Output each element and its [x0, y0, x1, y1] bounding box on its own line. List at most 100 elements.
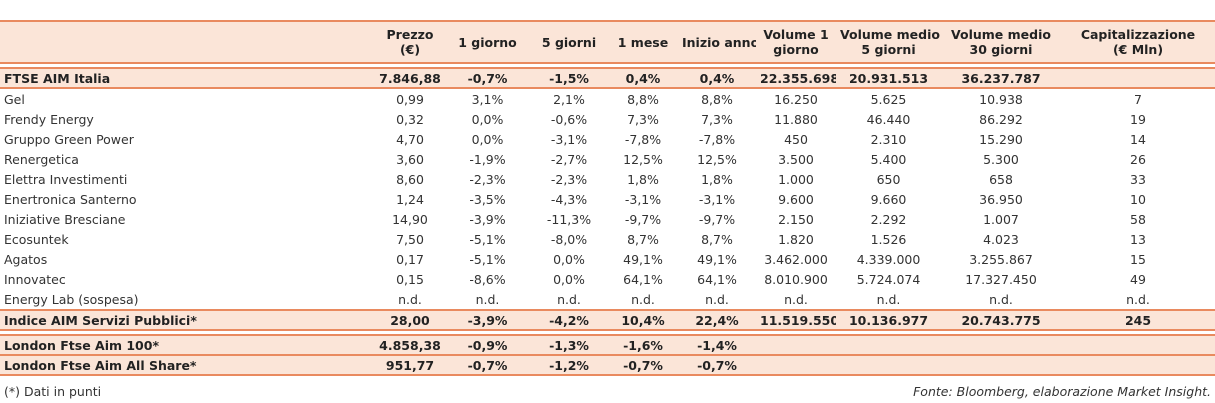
- cell-value: 1,8%: [701, 171, 733, 187]
- cell-value: 5.300: [983, 151, 1019, 167]
- cell-value: 12,5%: [697, 151, 737, 167]
- header-row: Prezzo (€) 1 giorno 5 giorni 1 mese Inizio an…: [0, 20, 1215, 64]
- cell-value: -0,7%: [445, 354, 530, 376]
- cell-value: 13: [1130, 231, 1146, 247]
- cell-value: 8,60: [396, 171, 424, 187]
- cell-value: -1,6%: [608, 334, 678, 355]
- cell-value: 58: [1130, 211, 1146, 227]
- cell-value: 8,8%: [701, 91, 733, 107]
- cell-value: 9.600: [778, 191, 814, 207]
- row-label: Agatos: [4, 251, 48, 267]
- cell-value: n.d.: [876, 291, 901, 307]
- cell-value: n.d.: [398, 291, 422, 307]
- table-row: Innovatec 0,15 -8,6% 0,0% 64,1% 64,1% 8.010.90…: [0, 269, 1215, 289]
- cell-value: 8.010.900: [764, 271, 828, 287]
- row-label: Ecosuntek: [4, 231, 69, 247]
- cell-value: 28,00: [375, 309, 445, 331]
- cell-value: 1.000: [778, 171, 814, 187]
- cell-value: 36.237.787: [941, 67, 1061, 89]
- row-label: Gruppo Green Power: [4, 131, 134, 147]
- cell-value: n.d.: [1126, 291, 1150, 307]
- cell-value: 0,17: [396, 251, 424, 267]
- cell-value: 0,0%: [553, 271, 585, 287]
- cell-value: 0,0%: [553, 251, 585, 267]
- cell-value: 20.931.513: [836, 67, 941, 89]
- cell-value: 19: [1130, 111, 1146, 127]
- cell-value: -1,2%: [530, 354, 608, 376]
- cell-value: 22,4%: [678, 309, 756, 331]
- cell-value: 7,3%: [701, 111, 733, 127]
- cell-value: 2.292: [870, 211, 907, 227]
- row-label: Innovatec: [4, 271, 66, 287]
- cell-value: 14,90: [392, 211, 428, 227]
- cell-value: 9.660: [870, 191, 907, 207]
- cell-value: 0,15: [396, 271, 424, 287]
- cell-value: 658: [989, 171, 1013, 187]
- row-spacer: [0, 330, 1215, 335]
- row-label: Iniziative Bresciane: [4, 211, 126, 227]
- cell-value: [1061, 334, 1215, 355]
- row-label: London Ftse Aim 100*: [0, 334, 375, 355]
- cell-value: 14: [1130, 131, 1146, 147]
- cell-value: 22.355.698: [756, 67, 836, 89]
- row-label: Frendy Energy: [4, 111, 94, 127]
- cell-value: 3,60: [396, 151, 424, 167]
- cell-value: [941, 334, 1061, 355]
- cell-value: -8,6%: [469, 271, 506, 287]
- cell-value: [756, 334, 836, 355]
- cell-value: -4,2%: [530, 309, 608, 331]
- cell-value: -3,1%: [698, 191, 736, 207]
- row-label: Indice AIM Servizi Pubblici*: [0, 309, 375, 331]
- cell-value: n.d.: [705, 291, 729, 307]
- table-row: Energy Lab (sospesa) n.d. n.d. n.d. n.d. n.d.…: [0, 289, 1215, 310]
- table-row: Gel 0,99 3,1% 2,1% 8,8% 8,8% 16.250 5.625 10.938…: [0, 88, 1215, 109]
- cell-value: 245: [1061, 309, 1215, 331]
- cell-value: 1.007: [983, 211, 1019, 227]
- cell-value: n.d.: [557, 291, 581, 307]
- row-label: Gel: [4, 91, 25, 107]
- cell-value: -11,3%: [546, 211, 592, 227]
- cell-value: 0,4%: [678, 67, 756, 89]
- cell-value: 4.023: [983, 231, 1019, 247]
- cell-value: -0,7%: [608, 354, 678, 376]
- cell-value: 2.150: [778, 211, 814, 227]
- cell-value: 10.938: [979, 91, 1023, 107]
- cell-value: 46.440: [866, 111, 911, 127]
- cell-value: 15.290: [979, 131, 1023, 147]
- cell-value: 11.880: [774, 111, 818, 127]
- cell-value: [756, 354, 836, 376]
- row-label: London Ftse Aim All Share*: [0, 354, 375, 376]
- cell-value: 1.526: [870, 231, 907, 247]
- cell-value: -7,8%: [624, 131, 662, 147]
- cell-value: 3,1%: [471, 91, 504, 107]
- index-row-london: London Ftse Aim All Share* 951,77 -0,7% -1,…: [0, 354, 1215, 376]
- cell-value: 650: [876, 171, 901, 187]
- aim-performance-table: Prezzo (€) 1 giorno 5 giorni 1 mese Inizio an…: [0, 20, 1215, 376]
- cell-value: 49,1%: [697, 251, 737, 267]
- cell-value: 5.625: [870, 91, 907, 107]
- cell-value: 4.339.000: [856, 251, 921, 267]
- cell-value: n.d.: [989, 291, 1013, 307]
- column-header: [0, 20, 375, 64]
- cell-value: 11.519.550: [756, 309, 836, 331]
- cell-value: 7: [1134, 91, 1142, 107]
- table-body: FTSE AIM Italia 7.846,88 -0,7% -1,5% 0,4% 0,4…: [0, 63, 1215, 376]
- footnote: (*) Dati in punti: [4, 384, 102, 399]
- cell-value: 8,7%: [701, 231, 733, 247]
- cell-value: 1.820: [778, 231, 814, 247]
- cell-value: 1,24: [396, 191, 424, 207]
- cell-value: -9,7%: [698, 211, 736, 227]
- cell-value: 5.400: [870, 151, 907, 167]
- cell-value: -9,7%: [624, 211, 662, 227]
- cell-value: 3.255.867: [969, 251, 1033, 267]
- cell-value: [941, 354, 1061, 376]
- source-note: Fonte: Bloomberg, elaborazione Market In…: [913, 384, 1211, 399]
- cell-value: 8,8%: [627, 91, 659, 107]
- cell-value: -2,3%: [550, 171, 588, 187]
- cell-value: -3,9%: [445, 309, 530, 331]
- cell-value: 7,50: [396, 231, 424, 247]
- table-row: Ecosuntek 7,50 -5,1% -8,0% 8,7% 8,7% 1.820 1.52…: [0, 229, 1215, 249]
- cell-value: 7,3%: [627, 111, 659, 127]
- cell-value: 7.846,88: [375, 67, 445, 89]
